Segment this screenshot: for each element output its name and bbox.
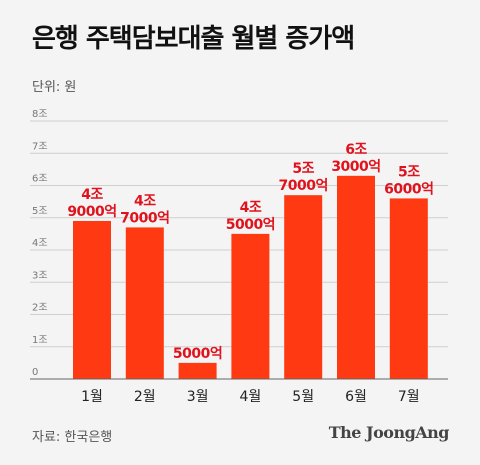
y-tick-label: 7조	[32, 141, 48, 152]
chart-title: 은행 주택담보대출 월별 증가액	[32, 24, 355, 54]
y-tick-label: 4조	[32, 238, 48, 249]
bar	[73, 220, 111, 379]
x-tick-label: 3월	[187, 389, 209, 405]
x-axis-ticks: 1월 2월 3월 4월 5월 6월 7월	[81, 389, 420, 405]
bar	[337, 175, 375, 379]
x-tick-label: 1월	[81, 389, 103, 405]
x-tick-label: 4월	[240, 389, 262, 405]
bar	[284, 195, 323, 379]
bar	[389, 198, 428, 379]
data-label: 9000억	[67, 204, 116, 220]
bar	[125, 227, 164, 379]
data-label: 5조	[398, 164, 420, 180]
x-tick-label: 6월	[345, 389, 367, 405]
bar	[178, 362, 217, 379]
x-tick-label: 5월	[292, 389, 314, 405]
data-label: 5000억	[173, 346, 222, 362]
data-label: 7000억	[120, 210, 169, 226]
y-tick-label: 1조	[32, 335, 48, 346]
bars	[73, 175, 428, 379]
y-tick-label: 3조	[32, 270, 48, 281]
unit-label: 단위: 원	[32, 80, 77, 95]
y-tick-label: 0	[32, 367, 38, 378]
bar	[231, 233, 270, 379]
y-tick-label: 6조	[32, 174, 48, 185]
data-label: 6조	[345, 142, 367, 158]
source-label: 자료: 한국은행	[32, 430, 113, 445]
publisher-logo: The JoongAng	[328, 423, 450, 442]
data-label: 4조	[81, 187, 103, 203]
y-tick-label: 2조	[32, 303, 48, 314]
data-label: 4조	[134, 193, 156, 209]
data-label: 5000억	[226, 217, 275, 233]
data-label: 6000억	[384, 181, 433, 197]
x-tick-label: 2월	[134, 389, 156, 405]
data-label: 7000억	[279, 178, 328, 194]
data-labels: 4조9000억4조7000억5000억4조5000억5조7000억6조3000억…	[67, 142, 434, 362]
data-label: 4조	[240, 200, 262, 216]
y-axis-ticks: 0 1조 2조 3조 4조 5조 6조 7조 8조	[32, 109, 48, 378]
data-label: 3000억	[331, 159, 380, 175]
y-tick-label: 5조	[32, 206, 48, 217]
data-label: 5조	[292, 161, 314, 177]
x-tick-label: 7월	[398, 389, 420, 405]
y-tick-label: 8조	[32, 109, 48, 120]
